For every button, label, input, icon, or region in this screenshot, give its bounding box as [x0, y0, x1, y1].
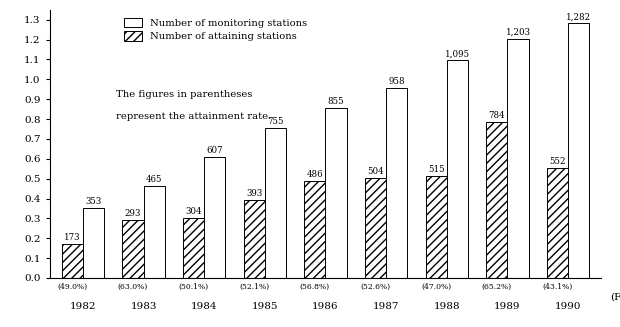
- Text: 1,203: 1,203: [505, 28, 531, 37]
- Text: 755: 755: [267, 117, 284, 126]
- Text: 293: 293: [125, 209, 141, 218]
- Bar: [62, 244, 83, 278]
- Text: (56.8%): (56.8%): [300, 283, 330, 291]
- Text: (50.1%): (50.1%): [179, 283, 209, 291]
- Legend: Number of monitoring stations, Number of attaining stations: Number of monitoring stations, Number of…: [121, 15, 310, 44]
- Text: 855: 855: [328, 97, 345, 106]
- Bar: [386, 88, 407, 278]
- Bar: [144, 186, 165, 278]
- Bar: [265, 128, 286, 278]
- Text: 353: 353: [86, 197, 102, 206]
- Text: 552: 552: [549, 157, 565, 166]
- Bar: [304, 181, 326, 278]
- Bar: [244, 200, 265, 278]
- Bar: [425, 176, 447, 278]
- Text: 1,282: 1,282: [566, 12, 591, 21]
- Text: The figures in parentheses: The figures in parentheses: [116, 90, 252, 99]
- Text: 465: 465: [146, 175, 162, 183]
- Bar: [204, 157, 226, 278]
- Text: (49.0%): (49.0%): [57, 283, 87, 291]
- Text: 1,095: 1,095: [445, 49, 470, 59]
- Text: 607: 607: [206, 146, 223, 155]
- Bar: [507, 39, 529, 278]
- Bar: [122, 220, 144, 278]
- Bar: [486, 122, 507, 278]
- Text: 173: 173: [64, 232, 81, 242]
- Text: 393: 393: [246, 189, 262, 198]
- Text: 958: 958: [389, 77, 405, 86]
- Text: 515: 515: [428, 165, 445, 174]
- Text: 304: 304: [185, 207, 202, 215]
- Bar: [365, 178, 386, 278]
- Bar: [326, 108, 347, 278]
- Text: 486: 486: [306, 170, 323, 180]
- Text: (52.6%): (52.6%): [360, 283, 391, 291]
- Bar: [547, 168, 568, 278]
- Bar: [183, 217, 204, 278]
- Text: (FY): (FY): [611, 293, 620, 302]
- Text: (52.1%): (52.1%): [239, 283, 269, 291]
- Text: represent the attainment rate.: represent the attainment rate.: [116, 112, 271, 121]
- Bar: [83, 208, 104, 278]
- Text: (65.2%): (65.2%): [482, 283, 512, 291]
- Text: (43.1%): (43.1%): [542, 283, 572, 291]
- Text: 504: 504: [367, 167, 384, 176]
- Text: (47.0%): (47.0%): [421, 283, 451, 291]
- Text: (63.0%): (63.0%): [118, 283, 148, 291]
- Text: 784: 784: [489, 111, 505, 120]
- Bar: [568, 23, 589, 278]
- Bar: [447, 60, 468, 278]
